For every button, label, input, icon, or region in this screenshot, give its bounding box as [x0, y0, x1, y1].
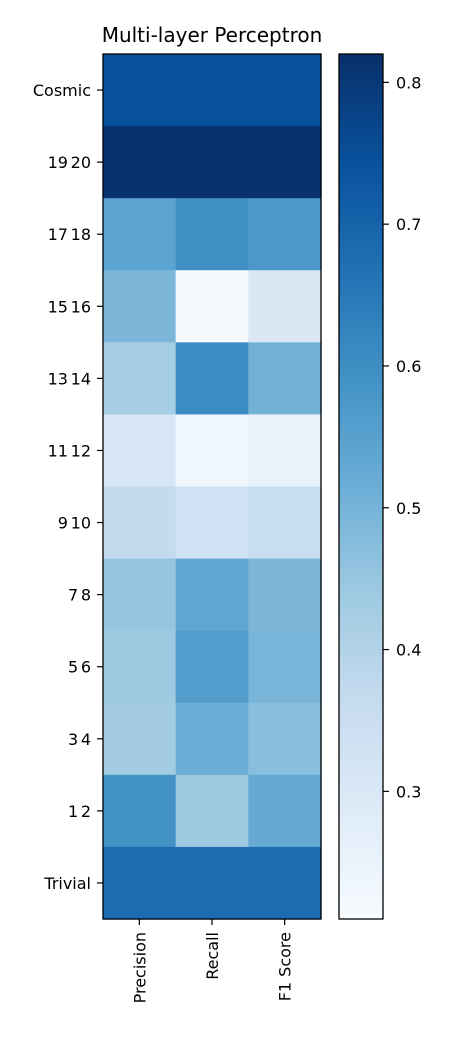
heatmap-cell [248, 846, 322, 920]
row-label: 17 18 [48, 225, 91, 244]
heatmap-cell [248, 126, 322, 199]
heatmap-cell [103, 342, 177, 416]
heatmap-cell [248, 702, 322, 776]
heatmap-cell [248, 630, 322, 704]
column-labels: Precision Recall F1 Score [130, 919, 295, 1003]
heatmap-cell [103, 558, 177, 632]
row-label: 13 14 [48, 369, 91, 388]
row-labels: Cosmic 19 20 17 18 15 16 13 14 11 12 9 10 7 8 5 … [33, 81, 103, 893]
heatmap-cell [103, 198, 177, 271]
heatmap-cell [248, 414, 322, 488]
heatmap-cell [175, 414, 249, 488]
heatmap-cell [103, 270, 177, 343]
row-label: 19 20 [48, 153, 91, 172]
heatmap-cell [248, 558, 322, 632]
heatmap-cell [175, 54, 249, 127]
heatmap-cell [248, 486, 322, 560]
heatmap-cell [175, 270, 249, 343]
colorbar-tick-label: 0.5 [396, 499, 421, 518]
heatmap-cell [103, 54, 177, 127]
row-label: Cosmic [33, 81, 91, 100]
colorbar-tick-label: 0.4 [396, 641, 421, 660]
heatmap-cell [248, 54, 322, 127]
heatmap-cell [248, 774, 322, 848]
row-label: 5 6 [68, 658, 91, 677]
heatmap-cell [175, 558, 249, 632]
heatmap-cell [175, 486, 249, 560]
heatmap-cell [175, 342, 249, 416]
column-label: Precision [130, 932, 149, 1003]
colorbar-tick-label: 0.3 [396, 782, 421, 801]
colorbar-tick-label: 0.6 [396, 357, 421, 376]
heatmap-cell [103, 702, 177, 776]
heatmap-cell [175, 198, 249, 271]
row-label: 7 8 [68, 586, 91, 605]
heatmap-cell [103, 126, 177, 199]
heatmap-cell [248, 270, 322, 343]
column-label: Recall [203, 932, 222, 980]
colorbar [338, 53, 384, 920]
heatmap-cell [103, 774, 177, 848]
heatmap-cell [103, 486, 177, 560]
heatmap-cell [103, 846, 177, 920]
row-label: 1 2 [68, 802, 91, 821]
row-label: 3 4 [68, 730, 91, 749]
heatmap-cell [103, 630, 177, 704]
heatmap-cell [175, 126, 249, 199]
column-label: F1 Score [276, 932, 295, 1001]
heatmap-cell [103, 414, 177, 488]
heatmap-cells [103, 54, 322, 920]
heatmap-cell [175, 630, 249, 704]
row-label: 9 10 [58, 514, 91, 533]
chart-title: Multi-layer Perceptron [102, 23, 323, 47]
colorbar-ticks: 0.3 0.4 0.5 0.6 0.7 0.8 [383, 73, 421, 801]
row-label: Trivial [43, 874, 91, 893]
heatmap-cell [248, 342, 322, 416]
row-label: 15 16 [48, 297, 91, 316]
heatmap-cell [175, 846, 249, 920]
colorbar-tick-label: 0.7 [396, 215, 421, 234]
colorbar-tick-label: 0.8 [396, 73, 421, 92]
row-label: 11 12 [48, 441, 91, 460]
heatmap-cell [175, 702, 249, 776]
heatmap-cell [248, 198, 322, 271]
heatmap-cell [175, 774, 249, 848]
